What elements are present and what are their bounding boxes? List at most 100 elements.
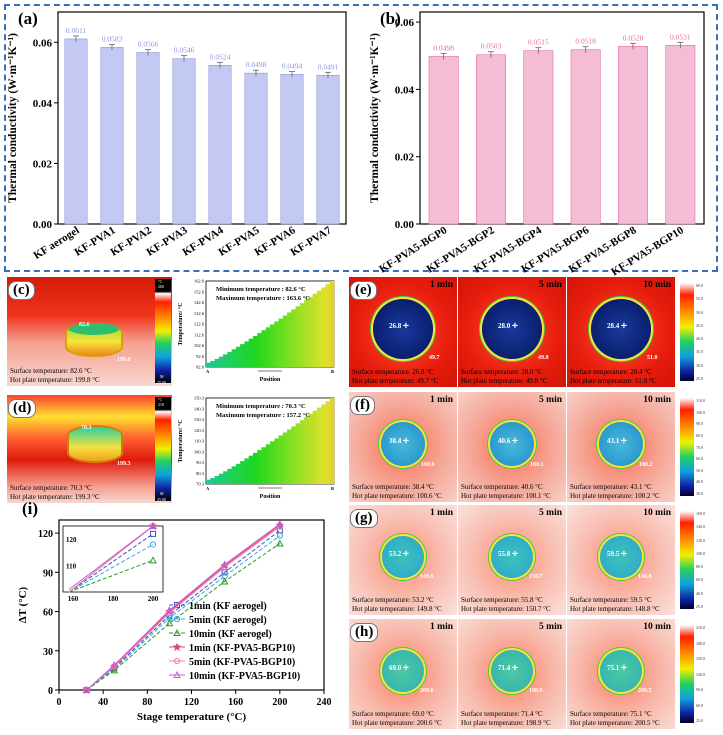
profile-ytick-d-profile-4: 110.3 (194, 439, 205, 444)
profile-bar-d-profile-14 (265, 444, 271, 484)
profile-bar-d-profile-9 (244, 458, 249, 484)
profile-ytick-d-profile-7: 140.3 (194, 406, 205, 411)
legend-marker-i-5 (173, 670, 181, 678)
profile-bar-c-profile-22 (299, 303, 305, 367)
caption-d-1: Hot plate temperature: 199.3 °C (10, 493, 100, 501)
profile-legend-min-c-profile: Minimum temperature : 82.6 °C (216, 286, 306, 293)
profile-bar-d-profile-25 (312, 410, 318, 484)
bar-a-7 (316, 74, 340, 225)
ytick-label-b-3: 0.06 (395, 17, 415, 29)
profile-ytick-c-profile-0: 82.6 (196, 365, 205, 370)
colorbar-label-g-0: 160.0 (696, 511, 705, 516)
sample-disk-e-2 (591, 299, 651, 359)
center-temp-c: 82.6 (79, 322, 90, 328)
time-label-e-2: 10 min (643, 280, 671, 290)
sample-disk-e-0 (373, 299, 433, 359)
panel-label-e: (e) (350, 281, 377, 300)
profile-bar-c-profile-0 (206, 362, 211, 367)
colorbar-label-g-2: 120.0 (696, 537, 705, 543)
profile-bar-c-profile-11 (252, 335, 258, 367)
xtick-label-i-5: 200 (272, 697, 287, 708)
colorbar-label-f-7: 40.0 (696, 479, 703, 485)
profile-ytick-d-profile-1: 80.3 (196, 471, 205, 476)
value-label-a-3: 0.0546 (174, 46, 195, 55)
profile-bar-d-profile-26 (316, 407, 322, 484)
colorbar-d-max: 210 (158, 402, 164, 407)
inset-ytick-i-1: 120 (66, 536, 77, 544)
time-label-h-2: 10 min (643, 622, 671, 632)
sample-disk-e-1 (482, 299, 542, 359)
xtick-label-i-4: 160 (228, 697, 243, 708)
legend-marker-i-3 (172, 642, 182, 652)
colorbar-d-unit: °C (158, 397, 163, 402)
sample-disk-f-0 (381, 422, 425, 466)
profile-bar-d-profile-20 (291, 426, 296, 484)
time-label-f-1: 5 min (539, 395, 562, 405)
inset-point-i-5 (149, 521, 157, 529)
ylabel-b: Thermal conductivity (W·m⁻¹K⁻¹) (369, 33, 381, 203)
profile-xend-b-c-profile: B (331, 369, 334, 374)
bar-b-2 (523, 50, 554, 225)
plate-temp-marker-g-1: 150.7 (529, 574, 543, 580)
center-temp-g-1: 55.8 ✛ (498, 550, 518, 558)
caption-d-0: Surface temperature: 70.3 °C (10, 484, 92, 492)
value-label-b-4: 0.0528 (623, 33, 644, 42)
profile-ytick-d-profile-6: 130.3 (194, 417, 205, 422)
colorbar-label-e-1: 55.0 (696, 296, 703, 302)
profile-bar-c-profile-9 (244, 341, 249, 367)
colorbar-label-h-2: 150.0 (696, 656, 705, 661)
bar-a-0 (64, 38, 88, 225)
profile-xend-a-d-profile: A (206, 486, 210, 491)
profile-bar-d-profile-24 (308, 413, 313, 484)
profile-bar-d-profile-1 (210, 477, 215, 484)
value-label-b-5: 0.0531 (670, 32, 691, 41)
center-temp-e-2: 28.4 ✛ (607, 322, 627, 330)
profile-bar-c-profile-23 (304, 300, 309, 367)
value-label-a-7: 0.0491 (318, 62, 339, 71)
colorbar-c (155, 279, 171, 383)
xtick-label-i-2: 80 (142, 697, 152, 708)
caption-e-1-0: Surface temperature: 28.0 °C (461, 368, 543, 376)
colorbar-label-f-8: 30.0 (696, 491, 703, 496)
sample-cylinder-d (67, 425, 123, 463)
point-i-2-4 (275, 539, 284, 547)
value-label-a-1: 0.0583 (102, 34, 123, 43)
sample-disk-f-1 (490, 422, 534, 466)
xtick-label-i-3: 120 (184, 697, 199, 708)
ytick-label-i-3: 90 (43, 568, 53, 579)
thermal-image-f-1: 40.6 ✛ 100.1 5 min Surface temperature: 40.… (458, 392, 566, 502)
profile-bar-d-profile-12 (257, 450, 262, 484)
legend-label-i-0: 1min (KF aerogel) (189, 601, 267, 612)
center-temp-f-2: 43.1 ✛ (607, 437, 627, 445)
caption-f-0-1: Hot plate temperature: 100.6 °C (352, 492, 442, 500)
thermal-image-g-2: 59.5 ✛ 148.8 10 min Surface temperature: 59… (567, 505, 675, 615)
profile-ytick-d-profile-2: 90.3 (196, 460, 205, 465)
profile-xend-a-c-profile: A (206, 369, 210, 374)
profile-bar-d-profile-19 (287, 429, 292, 484)
colorbar-label-g-5: 60.0 (696, 577, 703, 583)
profile-bar-d-profile-8 (240, 461, 245, 484)
legend-marker-i-1 (173, 615, 181, 623)
profile-bar-c-profile-13 (261, 330, 267, 367)
colorbar-c-max: 260 (158, 284, 164, 289)
profile-bar-c-profile-18 (282, 315, 288, 367)
caption-e-0-1: Hot plate temperature: 49.7 °C (352, 377, 439, 385)
bar-a-1 (100, 47, 124, 225)
profile-bar-d-profile-27 (321, 404, 326, 484)
plate-temp-marker-h-2: 200.5 (638, 688, 652, 694)
inset-line-i-1 (68, 544, 154, 593)
profile-bar-c-profile-6 (231, 349, 237, 367)
caption-h-1-0: Surface temperature: 71.4 °C (461, 710, 543, 718)
legend-label-i-3: 1min (KF-PVA5-BGP10) (189, 643, 295, 654)
profile-bar-d-profile-18 (282, 432, 288, 484)
profile-bar-c-profile-27 (321, 287, 326, 367)
colorbar-label-g-1: 140.0 (696, 524, 705, 530)
profile-ylabel-d-profile: Temperature/ °C (177, 419, 184, 462)
profile-legend-max-c-profile: Maximum temperature : 163.6 °C (216, 295, 310, 302)
profile-bar-d-profile-23 (304, 417, 309, 484)
colorbar-f (680, 398, 694, 496)
ylabel-i: ΔT (°C) (17, 586, 29, 623)
colorbar-label-f-1: 100.0 (696, 409, 705, 415)
sample-disk-h-0 (382, 650, 424, 692)
profile-bar-c-profile-19 (287, 312, 292, 367)
